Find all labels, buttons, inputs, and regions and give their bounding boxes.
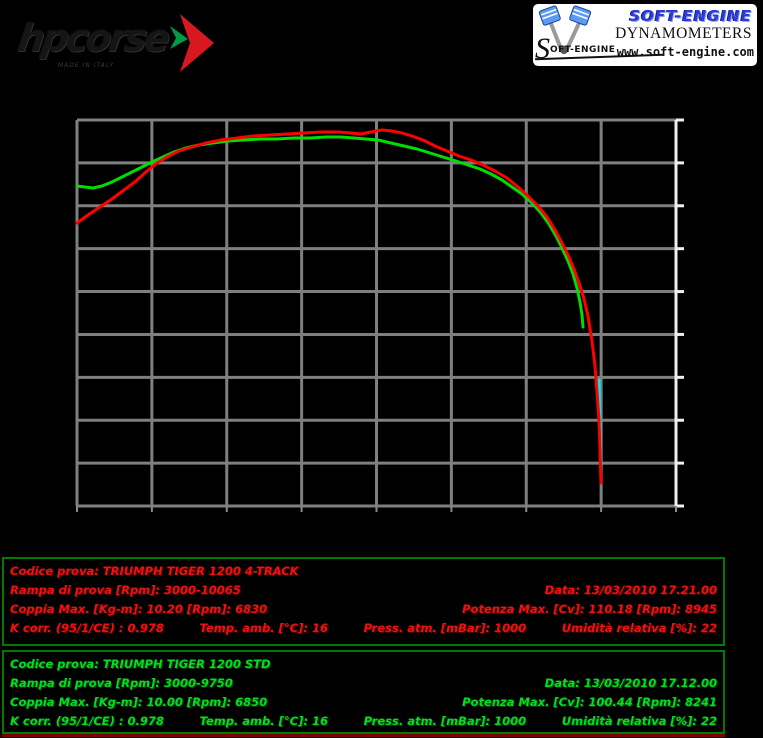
script-rest: OFT-ENGINE xyxy=(550,45,616,55)
piston-icon xyxy=(538,5,592,54)
rampa-di-prova: Rampa di prova [Rpm]: 3000-10065 xyxy=(10,583,241,597)
data-ora: Data: 13/03/2010 17.21.00 xyxy=(544,583,717,597)
temp-amb: Temp. amb. [°C]: 16 xyxy=(199,714,328,728)
softengine-logo-box: SOFT-ENGINE DYNAMOMETERS www.soft-engine… xyxy=(533,4,757,66)
temp-amb: Temp. amb. [°C]: 16 xyxy=(199,621,328,635)
press-atm: Press. atm. [mBar]: 1000 xyxy=(363,621,527,635)
softengine-brand: SOFT-ENGINE xyxy=(629,7,752,25)
test-info-box-std: Codice prova: TRIUMPH TIGER 1200 STD Ram… xyxy=(2,650,725,734)
umidita-relativa: Umidità relativa [%]: 22 xyxy=(561,621,717,635)
bottom-divider xyxy=(2,734,725,737)
press-atm: Press. atm. [mBar]: 1000 xyxy=(363,714,527,728)
dyno-chart xyxy=(75,118,684,512)
curve-triumph-tiger-1200-std xyxy=(75,135,585,329)
umidita-relativa: Umidità relativa [%]: 22 xyxy=(561,714,717,728)
hpcorse-arrow-icon xyxy=(170,14,214,72)
curve-triumph-tiger-1200-4-track xyxy=(75,128,603,485)
softengine-script-logo: SOFT-ENGINE xyxy=(535,32,665,66)
potenza-max: Potenza Max. [Cv]: 100.44 [Rpm]: 8241 xyxy=(462,695,717,709)
coppia-max: Coppia Max. [Kg-m]: 10.20 [Rpm]: 6830 xyxy=(10,602,268,616)
script-s: S xyxy=(535,32,550,65)
k-corr: K corr. (95/1/CE) : 0.978 xyxy=(10,714,164,728)
data-ora: Data: 13/03/2010 17.12.00 xyxy=(544,676,717,690)
potenza-max: Potenza Max. [Cv]: 110.18 [Rpm]: 8945 xyxy=(462,602,717,616)
coppia-max: Coppia Max. [Kg-m]: 10.00 [Rpm]: 6850 xyxy=(10,695,268,709)
rampa-di-prova: Rampa di prova [Rpm]: 3000-9750 xyxy=(10,676,233,690)
codice-prova: Codice prova: TRIUMPH TIGER 1200 4-TRACK xyxy=(10,564,299,578)
k-corr: K corr. (95/1/CE) : 0.978 xyxy=(10,621,164,635)
softengine-subtitle: DYNAMOMETERS xyxy=(615,25,752,42)
test-info-box-4track: Codice prova: TRIUMPH TIGER 1200 4-TRACK… xyxy=(2,557,725,646)
codice-prova: Codice prova: TRIUMPH TIGER 1200 STD xyxy=(10,657,271,671)
hpcorse-logo: hpcorse MADE IN ITALY xyxy=(10,6,225,78)
hpcorse-tagline: MADE IN ITALY xyxy=(58,62,115,69)
